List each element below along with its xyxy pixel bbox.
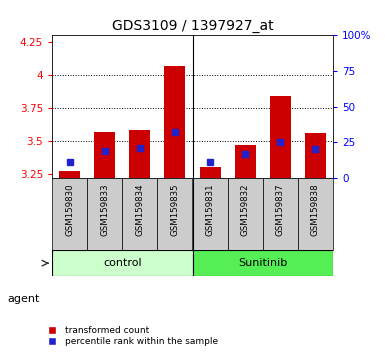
Bar bbox=[199, 167, 221, 178]
Bar bbox=[228, 178, 263, 250]
Text: GSM159832: GSM159832 bbox=[241, 184, 250, 236]
Text: GSM159838: GSM159838 bbox=[311, 184, 320, 236]
Text: GSM159837: GSM159837 bbox=[276, 184, 285, 236]
Bar bbox=[87, 178, 122, 250]
Bar bbox=[164, 66, 186, 178]
Bar bbox=[52, 250, 192, 276]
Bar bbox=[59, 171, 80, 178]
Legend: transformed count, percentile rank within the sample: transformed count, percentile rank withi… bbox=[43, 326, 218, 346]
Bar bbox=[235, 145, 256, 178]
Text: GSM159830: GSM159830 bbox=[65, 184, 74, 236]
Text: GSM159834: GSM159834 bbox=[135, 184, 144, 236]
Bar bbox=[52, 178, 87, 250]
Bar bbox=[298, 178, 333, 250]
Text: Sunitinib: Sunitinib bbox=[238, 258, 287, 268]
Bar bbox=[192, 250, 333, 276]
Bar bbox=[129, 130, 150, 178]
Bar bbox=[94, 132, 115, 178]
Title: GDS3109 / 1397927_at: GDS3109 / 1397927_at bbox=[112, 19, 273, 33]
Text: GSM159831: GSM159831 bbox=[206, 184, 214, 236]
Bar bbox=[305, 133, 326, 178]
Text: GSM159835: GSM159835 bbox=[171, 184, 179, 236]
Bar bbox=[192, 178, 228, 250]
Bar bbox=[122, 178, 157, 250]
Text: agent: agent bbox=[8, 294, 40, 304]
Bar bbox=[270, 96, 291, 178]
Bar bbox=[157, 178, 192, 250]
Bar bbox=[263, 178, 298, 250]
Text: control: control bbox=[103, 258, 142, 268]
Text: GSM159833: GSM159833 bbox=[100, 184, 109, 236]
